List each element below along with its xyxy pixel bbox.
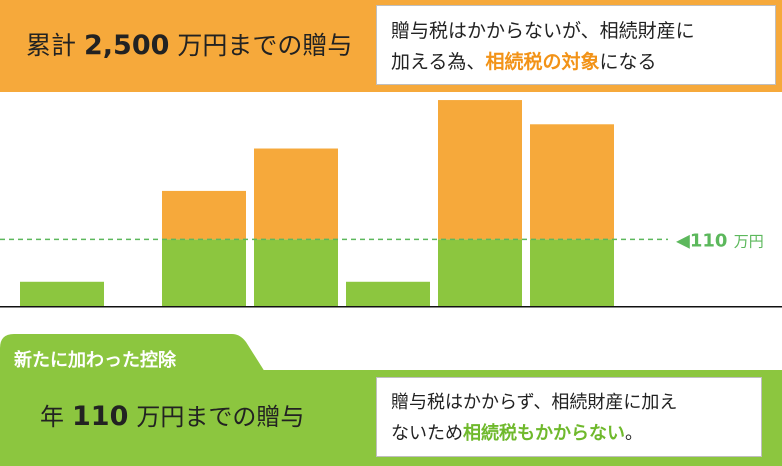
cumulative-prefix: 累計 [26,31,77,60]
cumulative-note-box: 贈与税はかからないが、相続財産に 加える為、相続税の対象になる [376,5,776,85]
bar-cumulative-segment-5 [438,100,522,240]
cumulative-suffix: 万円までの贈与 [177,31,353,60]
annual-note-box: 贈与税はかからず、相続財産に加え ないため相続税もかからない。 [376,377,762,457]
annual-note-prefix: ないため [391,423,463,444]
bar-exempt-segment-2 [162,239,246,306]
threshold-label-unit: 万円 [734,232,764,250]
bar-exempt-segment-4 [346,281,430,306]
annual-suffix: 万円までの贈与 [136,403,305,431]
cumulative-amount: 2,500 [84,30,170,61]
no-inheritance-tax-highlight: 相続税もかからない [463,423,625,444]
annual-note-line2: ないため相続税もかからない。 [391,418,751,449]
annual-amount: 110 [72,401,129,432]
threshold-label: ◀110 万円 [676,230,764,251]
bar-exempt-segment-6 [530,239,614,306]
bar-cumulative-segment-6 [530,124,614,240]
bar-exempt-segment-5 [438,239,522,306]
annual-gift-title: 年 110 万円までの贈与 [40,397,304,432]
cumulative-gift-title: 累計 2,500 万円までの贈与 [26,26,352,66]
annual-prefix: 年 [40,403,64,431]
new-deduction-tab [0,334,270,380]
annual-note-line1: 贈与税はかからず、相続財産に加え [391,392,678,413]
cumulative-note-suffix: になる [599,51,657,73]
gift-amount-bar-chart: ◀110 万円 [0,100,782,308]
bar-cumulative-segment-3 [254,148,338,240]
bar-cumulative-segment-2 [162,190,246,240]
threshold-label-value: ◀110 [676,230,734,251]
inheritance-tax-target-highlight: 相続税の対象 [485,51,600,73]
cumulative-note-line2: 加える為、相続税の対象になる [391,47,763,78]
cumulative-note-line1: 贈与税はかからないが、相続財産に [391,20,695,42]
bar-exempt-segment-3 [254,239,338,306]
new-deduction-tab-label: 新たに加わった控除 [14,350,176,371]
annual-note-suffix: 。 [625,423,643,444]
cumulative-note-prefix: 加える為、 [391,51,486,73]
bar-exempt-segment-1 [20,281,104,306]
